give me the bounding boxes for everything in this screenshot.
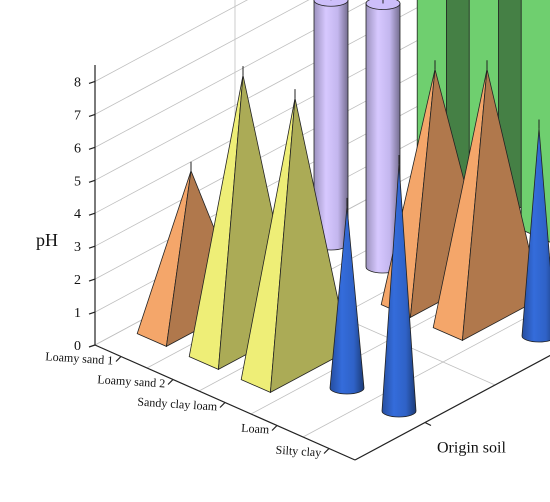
cone-body	[329, 206, 365, 395]
y-tick	[88, 113, 96, 117]
pyramid-side-face	[461, 69, 542, 342]
y-tick-label: 4	[74, 207, 81, 222]
bar-pyramid	[432, 60, 542, 342]
y-tick-label: 2	[74, 273, 81, 288]
y-tick-label: 0	[74, 339, 81, 354]
y-tick-label: 5	[74, 174, 81, 189]
y-tick-label: 6	[74, 141, 81, 156]
x-tick	[323, 448, 330, 454]
x-tick-label: Sandy clay loam	[137, 394, 218, 413]
bar-cone	[381, 154, 417, 418]
x-tick	[167, 379, 174, 385]
y-tick	[88, 278, 96, 282]
y-tick-label: 8	[74, 75, 81, 90]
labels-layer: pH 0 1 2 3 4 5 6 7 8 Loamy sand 1 Loamy sand 2 Sand…	[36, 75, 506, 460]
cylinder-top	[313, 0, 349, 7]
z-tick-label: Origin soil	[437, 440, 506, 457]
y-tick	[88, 179, 96, 183]
y-axis-title: pH	[36, 230, 58, 250]
x-tick-label: Loam	[241, 421, 270, 437]
z-tick	[424, 421, 432, 427]
y-tick	[88, 212, 96, 216]
y-tick	[88, 344, 96, 348]
x-tick	[219, 402, 226, 408]
y-tick	[88, 311, 96, 315]
pyramid-side-face	[269, 98, 350, 394]
y-tick	[88, 245, 96, 249]
x-tick	[271, 425, 278, 431]
bar-cone	[521, 119, 550, 343]
y-tick-label: 1	[74, 306, 81, 321]
y-tick	[88, 146, 96, 150]
cylinder-top	[365, 0, 401, 10]
bar-cone	[329, 197, 365, 395]
cone-body	[521, 128, 550, 343]
gridline-x-floor	[302, 304, 550, 438]
cone-body	[381, 163, 417, 418]
marks-layer	[136, 0, 550, 418]
bar-pyramid	[240, 89, 350, 394]
x-tick-label: Loamy sand 1	[45, 349, 114, 367]
x-tick-label: Loamy sand 2	[97, 372, 166, 390]
y-tick-label: 3	[74, 240, 81, 255]
y-tick	[88, 80, 96, 85]
x-tick-label: Silty clay	[275, 443, 321, 460]
y-tick-label: 7	[74, 108, 81, 123]
x-tick	[115, 356, 122, 362]
